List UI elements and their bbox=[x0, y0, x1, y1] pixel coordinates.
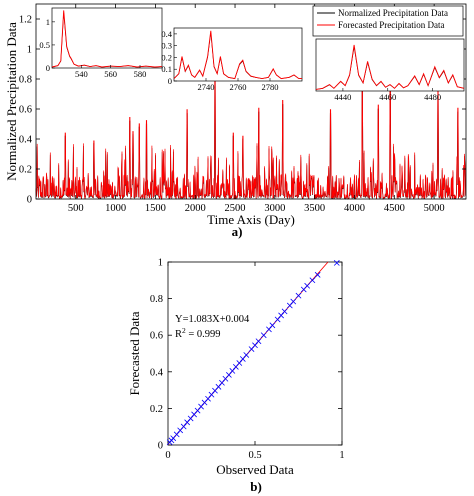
legend-box bbox=[312, 5, 464, 37]
data-point bbox=[269, 322, 276, 329]
inset-y-tick-label: 0.5 bbox=[39, 40, 50, 50]
panel-label-b: b) bbox=[250, 479, 262, 494]
y-axis-label: Normalized Precipitation Data bbox=[4, 22, 19, 181]
data-point bbox=[290, 298, 297, 305]
x-tick-label: 3000 bbox=[264, 203, 285, 214]
inset-panel: 4440 4460 4480 bbox=[315, 38, 465, 102]
y-tick-label: 0 bbox=[158, 441, 163, 452]
y-tick-label: 0.2 bbox=[19, 165, 32, 176]
x-tick-label: 4000 bbox=[344, 203, 365, 214]
inset-y-tick-label: 0 bbox=[46, 63, 50, 73]
inset-frame bbox=[173, 27, 303, 82]
x-tick-label: 1500 bbox=[145, 203, 166, 214]
inset-panel: 2740 2760 2780 0 0.1 0.20.3 0.4 bbox=[161, 27, 303, 92]
y-tick-label: 0.8 bbox=[150, 294, 163, 305]
scatter-frame bbox=[167, 261, 343, 446]
inset-x-tick-label: 4440 bbox=[334, 92, 351, 102]
y-tick-label: 0.6 bbox=[150, 331, 163, 342]
inset-x-tick-label: 4480 bbox=[424, 92, 441, 102]
inset-y-tick-label: 0.3 bbox=[161, 41, 172, 51]
x-tick-label: 2500 bbox=[225, 203, 246, 214]
data-point bbox=[281, 308, 288, 315]
data-point bbox=[255, 338, 262, 345]
x-tick-label: 500 bbox=[68, 203, 84, 214]
y-tick-label: 1 bbox=[27, 45, 32, 56]
y-tick-label: 1 bbox=[158, 258, 163, 269]
inset-y-tick-label: 0 bbox=[168, 76, 172, 86]
inset-y-tick-label: 0.4 bbox=[161, 29, 172, 39]
x-tick-label: 1000 bbox=[105, 203, 126, 214]
legend-entry: Normalized Precipitation Data bbox=[338, 8, 448, 18]
x-tick-label: 1 bbox=[339, 450, 344, 461]
x-axis-label: Observed Data bbox=[216, 462, 294, 477]
data-point bbox=[180, 423, 187, 430]
inset-forecast-line bbox=[51, 10, 163, 68]
x-tick-label: 5000 bbox=[424, 203, 445, 214]
y-axis-label: Forecasted Data bbox=[127, 311, 142, 395]
data-point bbox=[333, 260, 340, 266]
x-tick-label: 3500 bbox=[304, 203, 325, 214]
data-point bbox=[260, 332, 267, 339]
x-tick-label: 0.5 bbox=[248, 450, 261, 461]
inset-x-tick-label: 580 bbox=[134, 69, 147, 79]
x-tick-label: 4500 bbox=[384, 203, 405, 214]
x-tick-label: 2000 bbox=[185, 203, 206, 214]
plot-frame bbox=[35, 3, 467, 200]
data-point bbox=[295, 292, 302, 299]
inset-y-tick-label: 1 bbox=[46, 17, 50, 27]
y-tick-label: 0.4 bbox=[150, 367, 164, 378]
y-tick-label: 0 bbox=[27, 195, 32, 206]
panel-label-a: a) bbox=[232, 224, 243, 239]
data-point bbox=[309, 277, 316, 284]
y-tick-label: 0.2 bbox=[150, 404, 163, 415]
inset-x-tick-label: 560 bbox=[104, 69, 117, 79]
y-tick-label: 0.8 bbox=[19, 75, 32, 86]
inset-y-tick-label: 0.1 bbox=[161, 64, 172, 74]
legend-entry: Forecasted Precipitation Data bbox=[338, 20, 444, 30]
inset-forecast-line bbox=[173, 30, 302, 80]
y-tick-label: 1.2 bbox=[19, 15, 32, 26]
y-tick-label: 0.4 bbox=[19, 135, 33, 146]
x-tick-label: 0 bbox=[165, 450, 170, 461]
data-point bbox=[304, 282, 311, 289]
forecast-series-line bbox=[35, 65, 467, 200]
data-point bbox=[243, 352, 250, 358]
inset-x-tick-label: 2740 bbox=[198, 82, 215, 92]
fit-equation: Y=1.083X+0.004 bbox=[175, 314, 250, 325]
inset-frame bbox=[51, 7, 163, 69]
time-series-chart: 0 0.2 0.4 0.6 0.8 1 1.2 500 1000 1500 2000 2500 3000… bbox=[4, 3, 467, 239]
inset-forecast-line bbox=[315, 44, 465, 90]
inset-x-tick-label: 2780 bbox=[262, 82, 279, 92]
inset-panel: 540 560 580 0 0.5 1 bbox=[39, 7, 163, 79]
inset-x-tick-label: 2760 bbox=[230, 82, 247, 92]
inset-x-tick-label: 540 bbox=[75, 69, 88, 79]
inset-y-tick-label: 0.2 bbox=[161, 52, 172, 62]
x-axis-label: Time Axis (Day) bbox=[207, 212, 295, 227]
inset-x-tick-label: 4460 bbox=[379, 92, 396, 102]
inset-frame bbox=[315, 38, 465, 92]
data-point bbox=[314, 271, 321, 278]
y-tick-label: 0.6 bbox=[19, 105, 32, 116]
r-squared: R2 = 0.999 bbox=[175, 326, 221, 340]
